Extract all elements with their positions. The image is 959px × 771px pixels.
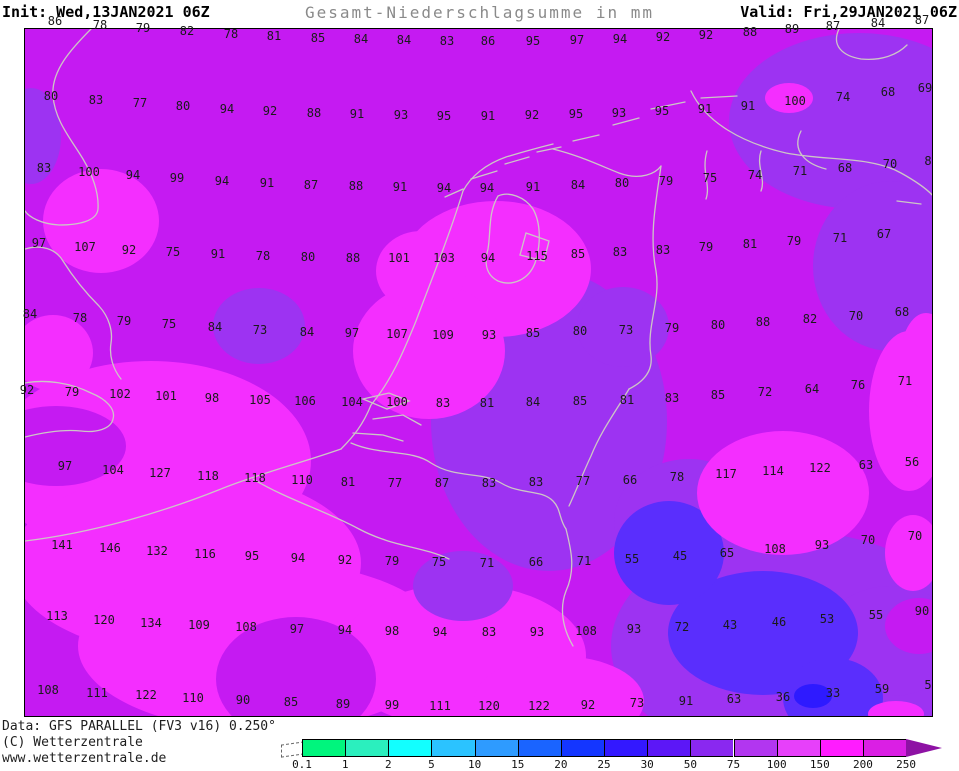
legend-tick-label: 20 xyxy=(554,758,568,771)
legend-segment xyxy=(819,739,863,757)
init-time-label: Init: Wed,13JAN2021 06Z xyxy=(2,3,210,21)
legend-segment xyxy=(733,739,777,757)
copyright-label: (C) Wetterzentrale xyxy=(2,735,143,750)
legend-segment xyxy=(388,739,432,757)
legend-tick-label: 75 xyxy=(726,758,741,771)
legend-lead-dashed xyxy=(281,741,304,758)
legend-segment xyxy=(690,739,734,757)
legend-tick-label: 15 xyxy=(511,758,525,771)
legend-tick-label: 250 xyxy=(896,758,917,771)
legend-segment xyxy=(474,739,518,757)
legend-tick-label: 200 xyxy=(853,758,873,771)
legend-segment xyxy=(431,739,475,757)
precipitation-map xyxy=(24,28,933,717)
legend-tick-label: 0.1 xyxy=(292,758,312,771)
legend-segment xyxy=(776,739,820,757)
legend-tick-label: 30 xyxy=(640,758,654,771)
legend-tick-label: 1 xyxy=(341,758,349,771)
legend-tick-label: 50 xyxy=(683,758,697,771)
legend-overflow-arrow xyxy=(906,739,942,757)
map-title: Gesamt-Niederschlagsumme in mm xyxy=(305,3,654,22)
legend-segment xyxy=(302,739,346,757)
legend-tick-label: 5 xyxy=(428,758,435,771)
data-source-label: Data: GFS PARALLEL (FV3 v16) 0.250° xyxy=(2,719,276,734)
valid-time-label: Valid: Fri,29JAN2021 06Z xyxy=(740,3,957,21)
legend-tick-label: 150 xyxy=(809,758,830,771)
legend-segment xyxy=(647,739,691,757)
legend-segment xyxy=(862,739,907,757)
legend-tick-label: 25 xyxy=(597,758,611,771)
legend-tick-label: 2 xyxy=(384,758,392,771)
legend-tick-label: 10 xyxy=(467,758,482,771)
website-label: www.wetterzentrale.de xyxy=(2,751,167,766)
legend-tick-label: 100 xyxy=(766,758,787,771)
legend-segment xyxy=(345,739,389,757)
legend-segment xyxy=(604,739,648,757)
legend-segment xyxy=(560,739,605,757)
legend-segment xyxy=(517,739,561,757)
